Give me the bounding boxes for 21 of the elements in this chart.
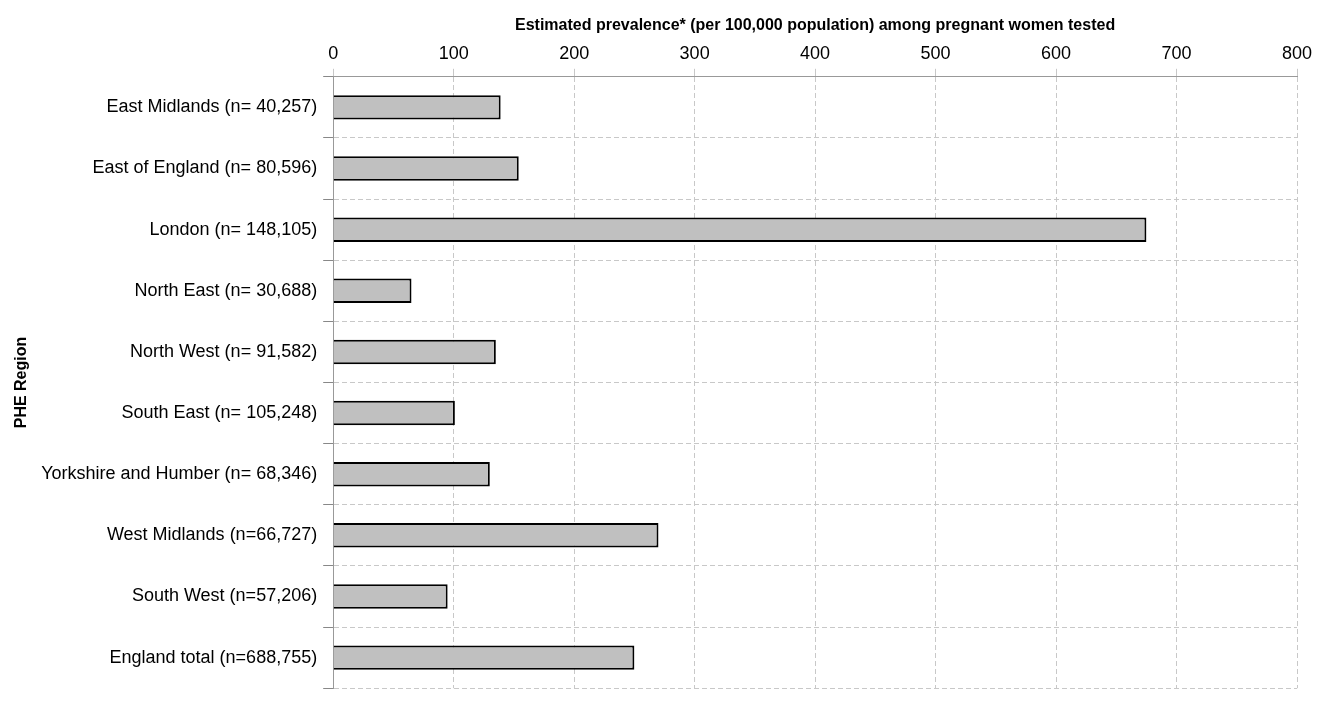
x-tick-label: 500 xyxy=(920,42,951,63)
y-tick-label: London (n= 148,105) xyxy=(149,218,318,239)
x-tick-label: 400 xyxy=(800,42,831,63)
y-tick-label: Yorkshire and Humber (n= 68,346) xyxy=(41,463,318,484)
x-tick-label: 700 xyxy=(1161,42,1192,63)
y-tick-label: East of England (n= 80,596) xyxy=(92,157,318,178)
x-tick-label: 200 xyxy=(559,42,590,63)
x-tick-label: 800 xyxy=(1281,42,1313,63)
y-tick-label: North East (n= 30,688) xyxy=(134,279,318,300)
y-tick-label: East Midlands (n= 40,257) xyxy=(106,96,318,117)
y-axis-title: PHE Region xyxy=(12,336,30,429)
y-tick-label: South East (n= 105,248) xyxy=(121,402,318,423)
y-tick-label: North West (n= 91,582) xyxy=(129,340,318,361)
x-tick-label: 0 xyxy=(328,42,339,63)
y-tick-label: West Midlands (n=66,727) xyxy=(106,524,318,545)
y-tick-label: South West (n=57,206) xyxy=(131,585,318,606)
x-axis-title: Estimated prevalence* (per 100,000 population) among pregnant women tested xyxy=(515,16,1116,34)
y-tick-label: England total (n=688,755) xyxy=(109,646,318,667)
x-tick-label: 100 xyxy=(438,42,469,63)
x-tick-label: 600 xyxy=(1041,42,1072,63)
x-tick-label: 300 xyxy=(679,42,710,63)
